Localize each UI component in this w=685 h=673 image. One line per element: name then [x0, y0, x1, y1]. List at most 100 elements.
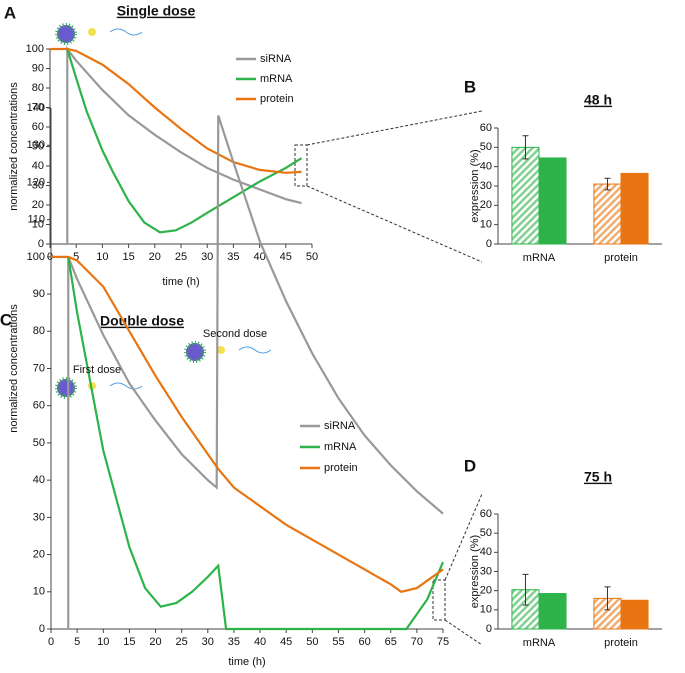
x-tick-label: mRNA	[523, 252, 556, 264]
x-tick-label: 45	[280, 636, 292, 648]
y-tick-label: 60	[32, 121, 44, 133]
error-bar	[604, 177, 611, 191]
x-tick-label: 10	[97, 636, 109, 648]
panel-title: 75 h	[584, 469, 612, 485]
panel-title: 48 h	[584, 92, 612, 108]
series-line	[67, 256, 445, 631]
error-bar	[522, 135, 529, 160]
y-axis-label: expression (%)	[469, 149, 481, 222]
panel-label: B	[464, 77, 476, 96]
y-tick-label: 100	[27, 251, 45, 263]
y-tick-label: 20	[32, 199, 44, 211]
annotation: First dose	[73, 364, 121, 376]
x-tick-label: protein	[604, 637, 638, 649]
legend-label: mRNA	[260, 73, 293, 85]
annotation: Second dose	[203, 328, 267, 340]
x-tick-label: mRNA	[523, 637, 556, 649]
x-tick-label: 60	[358, 636, 370, 648]
y-axis-label: expression (%)	[469, 535, 481, 608]
y-tick-label: 0	[38, 238, 44, 250]
bar	[538, 593, 567, 630]
y-axis-label: normalized concentrations	[8, 82, 20, 211]
y-tick-label: 100	[26, 43, 44, 55]
x-tick-label: 70	[411, 636, 423, 648]
y-tick-label: 120	[27, 176, 45, 188]
x-tick-label: 40	[254, 636, 266, 648]
y-tick-label: 60	[480, 508, 492, 520]
y-tick-label: 50	[480, 141, 492, 153]
error-bar	[604, 586, 611, 611]
x-tick-label: 5	[74, 636, 80, 648]
panel-title: Double dose	[100, 313, 184, 329]
y-tick-label: 110	[27, 214, 45, 226]
y-tick-label: 140	[27, 102, 45, 114]
x-tick-label: 0	[48, 636, 54, 648]
legend-label: siRNA	[324, 420, 356, 432]
legend-label: mRNA	[324, 441, 357, 453]
y-tick-label: 70	[32, 101, 44, 113]
x-tick-label: 15	[122, 251, 134, 263]
x-tick-label: protein	[604, 252, 638, 264]
y-tick-label: 0	[486, 623, 492, 635]
y-tick-label: 40	[32, 160, 44, 172]
y-axis-label: normalized concentrations	[8, 304, 20, 433]
x-tick-label: 55	[332, 636, 344, 648]
x-tick-label: 75	[437, 636, 449, 648]
y-tick-label: 10	[33, 586, 45, 598]
y-tick-label: 70	[33, 362, 45, 374]
y-tick-label: 20	[33, 548, 45, 560]
y-tick-label: 10	[32, 218, 44, 230]
y-tick-label: 30	[32, 179, 44, 191]
y-tick-label: 90	[32, 62, 44, 74]
x-tick-label: 20	[149, 636, 161, 648]
x-tick-label: 10	[96, 251, 108, 263]
x-tick-label: 35	[227, 251, 239, 263]
bar	[538, 157, 567, 245]
y-tick-label: 80	[33, 325, 45, 337]
dose-icons	[55, 23, 272, 399]
panel-title: Single dose	[117, 3, 196, 19]
bar	[593, 183, 622, 245]
x-axis-label: time (h)	[162, 276, 199, 288]
x-tick-label: 35	[228, 636, 240, 648]
series-line	[67, 115, 444, 629]
series-line	[51, 255, 444, 593]
y-tick-label: 50	[480, 527, 492, 539]
y-tick-label: 30	[33, 511, 45, 523]
y-tick-label: 0	[486, 238, 492, 250]
x-tick-label: 30	[201, 251, 213, 263]
y-tick-label: 40	[33, 474, 45, 486]
y-tick-label: 10	[480, 604, 492, 616]
y-tick-label: 60	[480, 122, 492, 134]
y-tick-label: 40	[480, 546, 492, 558]
x-tick-label: 5	[73, 251, 79, 263]
bar	[620, 172, 649, 245]
series-line	[66, 45, 302, 244]
legend-label: protein	[324, 462, 358, 474]
bar	[511, 146, 540, 245]
y-tick-label: 40	[480, 161, 492, 173]
x-axis-label: time (h)	[228, 656, 265, 668]
x-tick-label: 25	[176, 636, 188, 648]
y-tick-label: 130	[27, 139, 45, 151]
y-tick-label: 90	[33, 288, 45, 300]
panel-label: C	[0, 310, 12, 329]
panel-label: A	[4, 3, 16, 22]
legend-label: siRNA	[260, 53, 292, 65]
x-tick-label: 65	[385, 636, 397, 648]
series-line	[50, 47, 302, 174]
x-tick-label: 50	[306, 251, 318, 263]
x-tick-label: 15	[123, 636, 135, 648]
y-tick-label: 20	[480, 585, 492, 597]
y-tick-label: 0	[39, 623, 45, 635]
series-line	[66, 48, 303, 234]
x-tick-label: 20	[149, 251, 161, 263]
zoom-guides	[294, 110, 483, 646]
x-tick-label: 45	[280, 251, 292, 263]
y-tick-label: 30	[480, 565, 492, 577]
y-tick-label: 60	[33, 400, 45, 412]
x-tick-label: 25	[175, 251, 187, 263]
bar	[620, 599, 649, 630]
panel-label: D	[464, 456, 476, 475]
